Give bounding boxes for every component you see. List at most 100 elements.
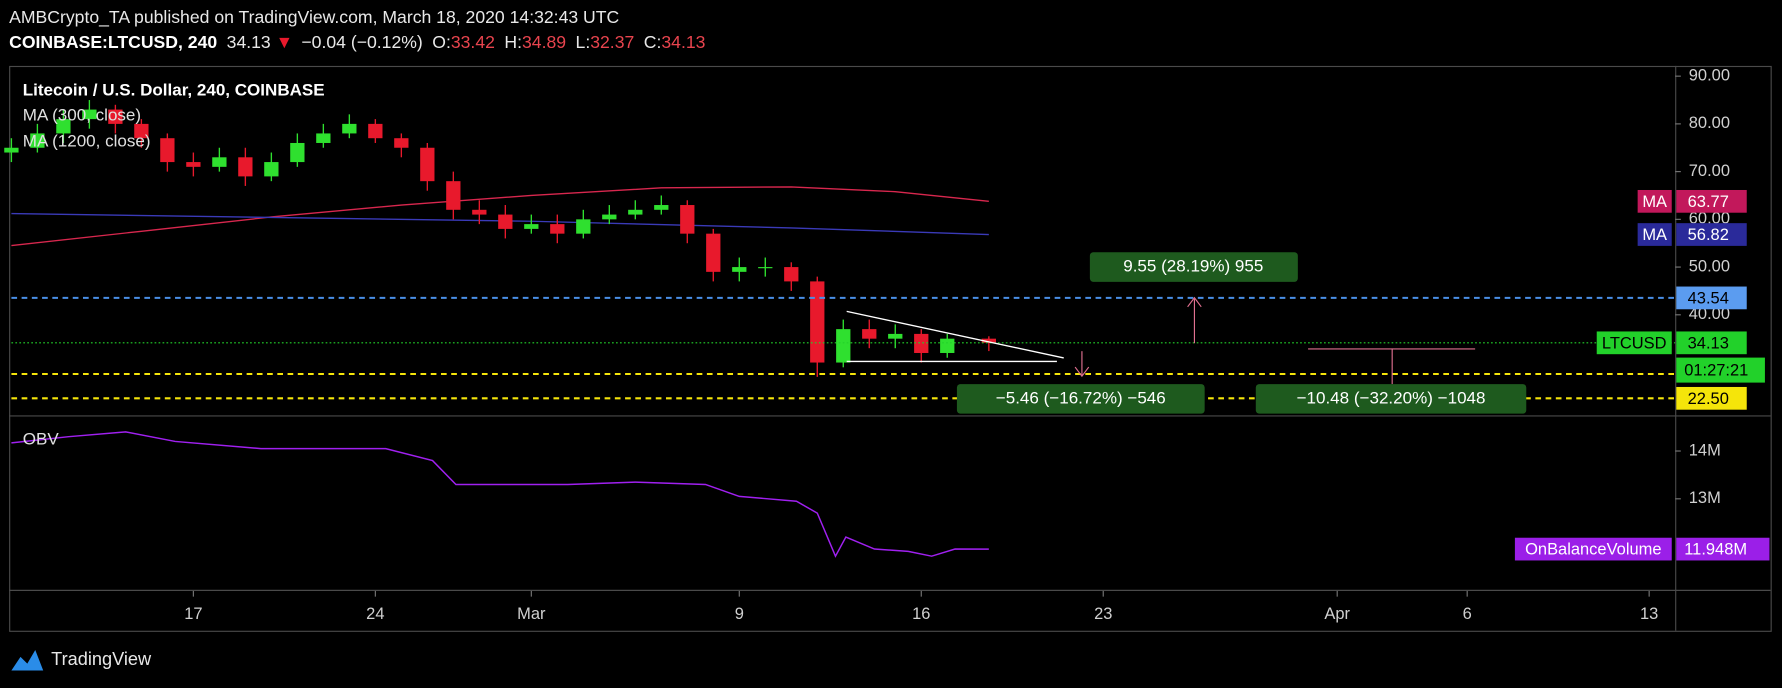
candle-body — [862, 329, 877, 339]
price-badge — [1676, 189, 1747, 213]
badge-label: MA — [1642, 193, 1667, 211]
open-label: O: — [432, 32, 451, 52]
candle-body — [940, 338, 955, 353]
candle-body — [472, 209, 487, 215]
candle-body — [30, 133, 45, 148]
price-badge — [1676, 286, 1747, 310]
price-badge — [1676, 331, 1747, 355]
candle-body — [550, 224, 565, 234]
high-label: H: — [504, 32, 522, 52]
badge-label: MA — [1642, 226, 1667, 244]
candle-body — [888, 333, 903, 339]
candle-body — [524, 224, 539, 229]
badge-value: 11.948M — [1684, 541, 1747, 559]
candle-body — [290, 142, 305, 163]
publish-line: AMBCrypto_TA published on TradingView.co… — [9, 7, 619, 28]
candle-body — [576, 219, 591, 234]
high: 34.89 — [522, 32, 566, 52]
obv-line — [11, 431, 989, 558]
y-tick-label: 70.00 — [1689, 162, 1730, 180]
x-tick-label: 6 — [1463, 605, 1472, 623]
low-label: L: — [576, 32, 591, 52]
low: 32.37 — [590, 32, 634, 52]
arrow-head — [1074, 366, 1090, 378]
trendline — [846, 310, 1064, 359]
candle-body — [420, 147, 435, 182]
candle-body — [602, 214, 617, 220]
badge-value: 34.13 — [1688, 334, 1729, 352]
countdown-box — [1676, 357, 1765, 383]
y-tick-label: 90.00 — [1689, 67, 1730, 85]
x-tick-label: 24 — [366, 605, 384, 623]
chart-title: Litecoin / U.S. Dollar, 240, COINBASE — [23, 80, 325, 99]
x-tick-label: 17 — [184, 605, 202, 623]
candle-body — [784, 267, 799, 282]
price-badge — [1676, 386, 1747, 410]
measure-text: −5.46 (−16.72%) −546 — [996, 388, 1166, 407]
legend-entry: MA (300, close) — [23, 105, 141, 124]
candle-body — [160, 138, 175, 163]
badge-value: 56.82 — [1688, 226, 1729, 244]
badge-value: 43.54 — [1688, 289, 1729, 307]
x-tick-label: 13 — [1640, 605, 1658, 623]
candle-body — [316, 133, 331, 143]
measure-text: 9.55 (28.19%) 955 — [1123, 257, 1263, 276]
quote-line: COINBASE:LTCUSD, 240 34.13 ▼ −0.04 (−0.1… — [9, 32, 706, 52]
countdown: 01:27:21 — [1684, 362, 1748, 380]
candle-body — [368, 123, 383, 139]
badge-label-box — [1637, 189, 1672, 213]
pane-title: OBV — [23, 429, 60, 448]
candle-body — [56, 119, 71, 134]
x-tick-label: 23 — [1094, 605, 1112, 623]
frame — [9, 65, 1772, 632]
candle-body — [264, 162, 279, 177]
candle-body — [981, 338, 996, 343]
candle-body — [732, 267, 747, 272]
arrow: ▼ — [276, 32, 293, 52]
candle-body — [4, 147, 19, 153]
legend-entry: MA (1200, close) — [23, 132, 151, 151]
price-badge — [1676, 223, 1747, 246]
candle-body — [810, 281, 825, 363]
measure-box — [1089, 252, 1298, 282]
candle-body — [134, 123, 149, 139]
candle-body — [836, 329, 851, 363]
candle-body — [446, 181, 461, 210]
candle-body — [914, 333, 929, 353]
x-tick-label: Apr — [1324, 605, 1350, 623]
y-tick-label: 14M — [1689, 441, 1721, 459]
badge-value: 63.77 — [1688, 193, 1729, 211]
arrow-head — [1187, 296, 1202, 308]
candle-body — [706, 233, 721, 272]
candle-body — [342, 123, 357, 134]
last: 34.13 — [227, 32, 271, 52]
badge-label-box — [1637, 223, 1672, 246]
badge-value-box — [1676, 537, 1770, 561]
x-tick-label: 16 — [912, 605, 930, 623]
measure-text: −10.48 (−32.20%) −1048 — [1297, 388, 1486, 407]
candle-body — [186, 162, 201, 167]
y-tick-label: 40.00 — [1689, 305, 1730, 323]
candle-body — [628, 209, 643, 215]
candle-body — [394, 138, 409, 148]
candle-body — [680, 205, 695, 234]
badge-label-box — [1514, 537, 1672, 561]
y-tick-label: 13M — [1689, 489, 1721, 507]
candle-body — [108, 109, 123, 124]
badge-label: LTCUSD — [1602, 334, 1667, 352]
measure-box — [1255, 384, 1527, 414]
candle-body — [498, 214, 513, 229]
brand: TradingView — [51, 649, 152, 669]
x-tick-label: 9 — [735, 605, 744, 623]
close: 34.13 — [661, 32, 705, 52]
badge-label-box — [1596, 331, 1672, 355]
badge-value: 22.50 — [1688, 390, 1729, 408]
candle-body — [758, 267, 773, 269]
candle-body — [654, 205, 669, 210]
symbol: COINBASE:LTCUSD, 240 — [9, 32, 217, 52]
candle-body — [212, 157, 227, 167]
